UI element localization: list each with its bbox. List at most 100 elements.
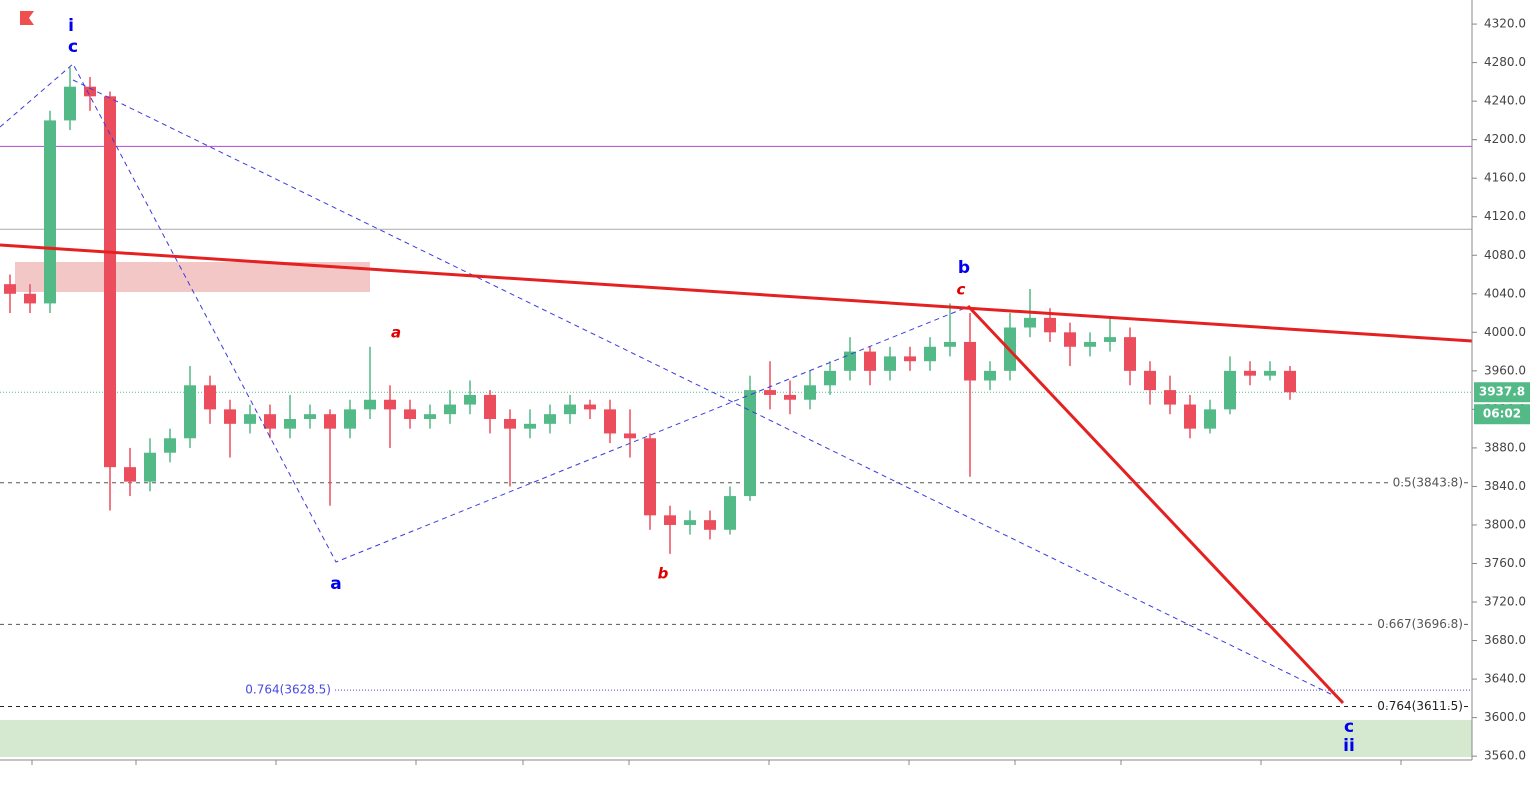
wave-label: b bbox=[658, 565, 669, 583]
candle-body bbox=[1264, 370, 1276, 376]
candle-body bbox=[684, 520, 696, 525]
countdown-label: 06:02 bbox=[1483, 407, 1521, 421]
candle-body bbox=[924, 346, 936, 362]
candle-body bbox=[824, 370, 836, 386]
y-tick-label: 3800.0 bbox=[1484, 517, 1526, 531]
y-tick-label: 4320.0 bbox=[1484, 17, 1526, 31]
y-tick-label: 3680.0 bbox=[1484, 633, 1526, 647]
wave-label: a bbox=[330, 574, 341, 594]
candle-body bbox=[524, 423, 536, 429]
candle-body bbox=[204, 385, 216, 410]
wave-channel bbox=[72, 79, 1344, 701]
candle-body bbox=[464, 394, 476, 405]
y-tick-label: 3880.0 bbox=[1484, 440, 1526, 454]
candle-body bbox=[4, 284, 16, 294]
y-tick-label: 3760.0 bbox=[1484, 556, 1526, 570]
wave-label: ii bbox=[1343, 736, 1355, 756]
fib-label: 0.764(3628.5) bbox=[245, 683, 331, 697]
wave-label: c bbox=[1344, 717, 1354, 737]
candle-body bbox=[1164, 390, 1176, 405]
candle-body bbox=[224, 409, 236, 424]
candle-body bbox=[504, 419, 516, 429]
candle-body bbox=[1084, 341, 1096, 347]
candle-body bbox=[904, 356, 916, 362]
candle-body bbox=[424, 414, 436, 420]
y-tick-label: 4040.0 bbox=[1484, 286, 1526, 300]
last-price-box bbox=[1474, 382, 1530, 403]
y-tick-label: 4160.0 bbox=[1484, 171, 1526, 185]
candle-body bbox=[944, 341, 956, 347]
candle-body bbox=[864, 351, 876, 371]
candle-body bbox=[124, 467, 136, 482]
candle-body bbox=[144, 452, 156, 482]
flag-icon[interactable] bbox=[20, 11, 34, 25]
wave-label: i bbox=[68, 16, 74, 36]
candle-body bbox=[604, 409, 616, 434]
y-tick-label: 4120.0 bbox=[1484, 209, 1526, 223]
candle-body bbox=[664, 515, 676, 525]
wave-lines bbox=[0, 63, 1344, 701]
resistance-zone bbox=[15, 262, 370, 292]
candle-body bbox=[884, 356, 896, 371]
candle-body bbox=[724, 496, 736, 530]
y-tick-label: 3840.0 bbox=[1484, 479, 1526, 493]
candle-body bbox=[1244, 370, 1256, 376]
y-tick-label: 4080.0 bbox=[1484, 248, 1526, 262]
candle-body bbox=[64, 86, 76, 121]
candle-body bbox=[284, 419, 296, 429]
wave-label: b bbox=[958, 258, 970, 278]
candle-body bbox=[1284, 370, 1296, 393]
candle-body bbox=[1064, 332, 1076, 347]
y-tick-label: 4200.0 bbox=[1484, 132, 1526, 146]
projection-line bbox=[966, 304, 1345, 705]
time-ticks bbox=[31, 760, 1402, 765]
trend-line bbox=[0, 243, 1473, 343]
countdown-box bbox=[1474, 404, 1530, 425]
candle-body bbox=[1204, 409, 1216, 429]
candle-body bbox=[264, 414, 276, 429]
candle-body bbox=[404, 409, 416, 420]
candle-body bbox=[304, 414, 316, 420]
candle-body bbox=[764, 390, 776, 395]
fib-label: 0.667(3696.8) bbox=[1377, 617, 1463, 631]
y-tick-label: 4000.0 bbox=[1484, 325, 1526, 339]
y-tick-label: 4280.0 bbox=[1484, 55, 1526, 69]
candle-body bbox=[1024, 317, 1036, 328]
candle-body bbox=[364, 399, 376, 410]
candle-body bbox=[384, 399, 396, 410]
candle-body bbox=[804, 385, 816, 400]
y-tick-label: 3960.0 bbox=[1484, 363, 1526, 377]
candle-body bbox=[24, 293, 36, 304]
candle-body bbox=[704, 520, 716, 530]
candle-body bbox=[564, 404, 576, 415]
last-price-label: 3937.8 bbox=[1479, 385, 1525, 399]
candle-body bbox=[324, 414, 336, 429]
y-tick-label: 3720.0 bbox=[1484, 595, 1526, 609]
candle-body bbox=[44, 120, 56, 304]
candle-body bbox=[1044, 317, 1056, 333]
y-tick-label: 3640.0 bbox=[1484, 672, 1526, 686]
candle-body bbox=[964, 341, 976, 381]
candle-body bbox=[104, 96, 116, 468]
candle-body bbox=[1124, 337, 1136, 371]
candle-body bbox=[544, 414, 556, 424]
candle-body bbox=[644, 438, 656, 516]
fib-label: 0.764(3611.5) bbox=[1377, 699, 1463, 713]
candle-body bbox=[624, 433, 636, 439]
candle-body bbox=[844, 351, 856, 371]
y-tick-label: 3600.0 bbox=[1484, 710, 1526, 724]
candle-body bbox=[1104, 337, 1116, 342]
fib-label: 0.5(3843.8) bbox=[1393, 475, 1463, 489]
y-tick-label: 3560.0 bbox=[1484, 749, 1526, 763]
candle-body bbox=[1184, 404, 1196, 429]
candle-body bbox=[184, 385, 196, 439]
wave-label: c bbox=[68, 37, 78, 57]
candle-body bbox=[444, 404, 456, 415]
target-zone bbox=[0, 720, 1472, 757]
candle-body bbox=[1144, 370, 1156, 391]
candle-body bbox=[1224, 370, 1236, 410]
candle-body bbox=[784, 394, 796, 400]
candle-body bbox=[164, 438, 176, 453]
candle-body bbox=[584, 404, 596, 410]
